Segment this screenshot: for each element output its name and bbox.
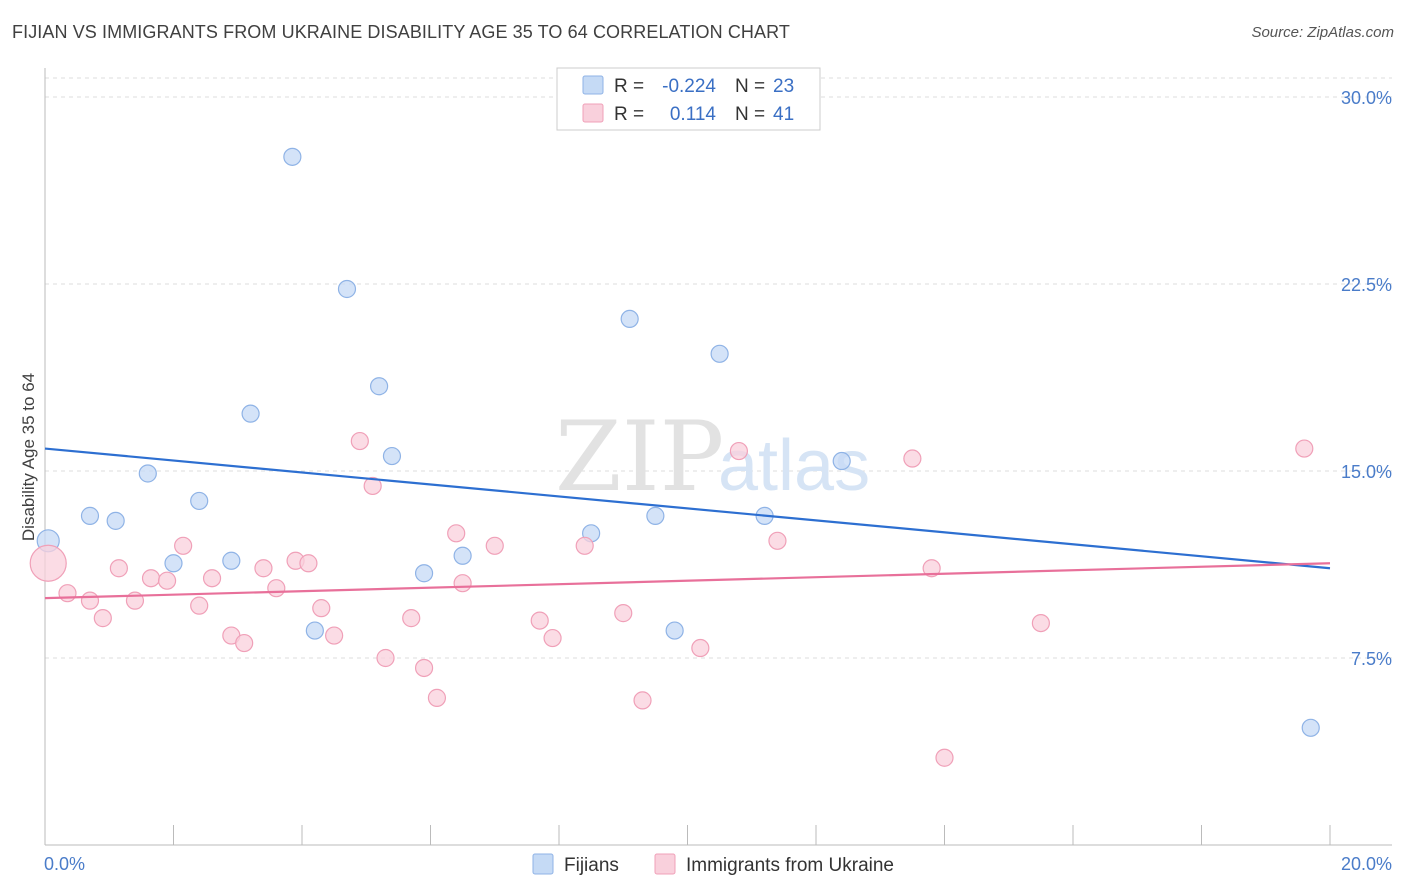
chart-title: FIJIAN VS IMMIGRANTS FROM UKRAINE DISABI… xyxy=(12,22,790,42)
fijian-point-12 xyxy=(382,446,402,466)
chart-source: Source: ZipAtlas.com xyxy=(1251,24,1394,41)
ukraine-point-24 xyxy=(427,688,447,707)
legend-n-value-ukraine: 41 xyxy=(773,104,794,125)
fijian-point-6 xyxy=(222,551,241,570)
ukraine-point-23 xyxy=(414,658,434,678)
gridlines xyxy=(45,77,1392,659)
ukraine-point-29 xyxy=(543,628,562,648)
legend-r-label-fijians: R = xyxy=(614,76,644,97)
watermark-zip: ZIP xyxy=(555,401,724,513)
fijian-point-21 xyxy=(832,451,851,471)
ukraine-point-22 xyxy=(402,609,421,628)
fijian-trend-line xyxy=(44,447,1331,570)
ukraine-point-14 xyxy=(267,579,286,598)
correlation-legend: R = -0.224 N = 23 R = 0.114 N = 41 xyxy=(556,67,821,131)
fijian-point-10 xyxy=(337,279,357,299)
y-tick-label-3: 30.0% xyxy=(1341,88,1392,108)
ukraine-point-34 xyxy=(729,441,749,461)
ukraine-point-6 xyxy=(141,569,161,588)
ukraine-point-8 xyxy=(174,536,193,555)
series-legend: Fijians Immigrants from Ukraine xyxy=(532,853,894,876)
fijian-point-4 xyxy=(164,554,183,573)
legend-swatch-fijians xyxy=(582,75,604,95)
ukraine-point-1 xyxy=(58,584,77,603)
ukraine-point-13 xyxy=(254,559,273,578)
ukraine-point-26 xyxy=(453,574,472,593)
series-legend-swatch-ukraine xyxy=(654,853,676,875)
fijian-point-3 xyxy=(138,464,157,483)
ukraine-point-32 xyxy=(633,691,652,710)
fijian-point-13 xyxy=(414,564,434,583)
fijian-point-7 xyxy=(241,404,260,423)
legend-r-value-ukraine: 0.114 xyxy=(670,104,717,125)
ukraine-point-3 xyxy=(93,609,112,628)
ukraine-point-12 xyxy=(235,633,254,653)
series-legend-label-fijians: Fijians xyxy=(564,855,619,876)
ukraine-point-7 xyxy=(157,571,177,590)
legend-r-label-ukraine: R = xyxy=(614,104,644,125)
fijian-point-8 xyxy=(283,147,302,166)
ukraine-point-35 xyxy=(768,531,787,550)
ukraine-point-9 xyxy=(190,596,209,615)
fijian-point-22 xyxy=(1301,718,1320,737)
watermark: ZIP atlas xyxy=(555,401,870,513)
legend-swatch-ukraine xyxy=(582,103,604,123)
y-tick-label-2: 22.5% xyxy=(1341,275,1392,295)
fijian-point-11 xyxy=(370,377,389,396)
axes xyxy=(44,68,1392,846)
ukraine-point-10 xyxy=(202,569,222,588)
ukraine-point-30 xyxy=(575,536,594,555)
fijian-point-9 xyxy=(305,621,324,640)
fijian-point-5 xyxy=(190,491,209,511)
ukraine-point-17 xyxy=(312,599,331,618)
ukraine-point-2 xyxy=(80,591,100,610)
ukraine-trend-line xyxy=(44,562,1331,600)
ukraine-point-16 xyxy=(299,554,318,573)
ukraine-point-27 xyxy=(485,536,504,555)
fijian-point-1 xyxy=(80,506,100,525)
ukraine-point-20 xyxy=(363,476,382,496)
trend-lines xyxy=(44,447,1331,600)
legend-r-value-fijians: -0.224 xyxy=(662,76,716,97)
ukraine-point-39 xyxy=(1031,613,1050,633)
ukraine-point-25 xyxy=(447,524,466,543)
tick-labels: 7.5% 15.0% 22.5% 30.0% 0.0% 20.0% xyxy=(44,88,1392,874)
ukraine-point-31 xyxy=(614,604,633,623)
fijian-point-18 xyxy=(665,621,684,640)
ukraine-point-28 xyxy=(530,611,549,630)
legend-n-label-fijians: N = xyxy=(735,76,765,97)
y-axis-label: Disability Age 35 to 64 xyxy=(19,373,38,541)
fijian-point-16 xyxy=(620,309,639,329)
ukraine-point-36 xyxy=(903,449,922,468)
y-tick-label-1: 15.0% xyxy=(1341,462,1392,482)
x-tick-label-0: 0.0% xyxy=(44,854,85,874)
legend-n-label-ukraine: N = xyxy=(735,104,765,125)
ukraine-point-4 xyxy=(109,559,128,578)
ukraine-point-0 xyxy=(29,544,67,582)
ukraine-point-18 xyxy=(325,626,344,645)
y-tick-label-0: 7.5% xyxy=(1351,649,1392,669)
ukraine-point-38 xyxy=(935,748,954,767)
fijian-point-17 xyxy=(646,506,665,525)
fijian-point-2 xyxy=(106,511,125,530)
fijian-point-14 xyxy=(453,546,472,565)
legend-n-value-fijians: 23 xyxy=(773,76,794,97)
series-legend-label-ukraine: Immigrants from Ukraine xyxy=(686,855,894,876)
ukraine-point-19 xyxy=(350,431,369,451)
x-tick-label-1: 20.0% xyxy=(1341,854,1392,874)
fijian-point-19 xyxy=(710,344,729,363)
ukraine-point-21 xyxy=(376,648,395,668)
series-legend-swatch-fijians xyxy=(532,853,554,875)
ukraine-point-37 xyxy=(922,559,941,578)
ukraine-point-40 xyxy=(1295,439,1314,458)
ukraine-point-33 xyxy=(691,638,710,658)
